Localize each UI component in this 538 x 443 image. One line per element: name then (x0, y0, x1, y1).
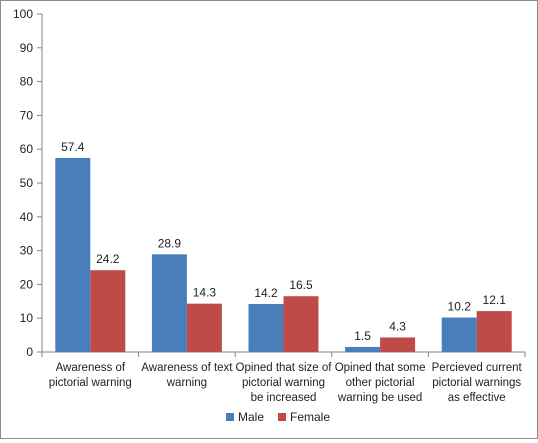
category-label-line: Percieved current (432, 362, 523, 374)
legend-label-male: Male (238, 410, 264, 424)
category-label-line: be increased (251, 392, 317, 404)
data-label-male-5: 10.2 (448, 300, 472, 314)
category-label-line: other pictorial (346, 377, 415, 389)
legend-swatch-male (226, 413, 234, 421)
y-tick-label: 0 (26, 345, 33, 359)
data-label-female-4: 4.3 (389, 319, 406, 333)
y-tick-label: 20 (20, 277, 34, 291)
category-label-line: warning (166, 377, 207, 389)
legend-label-female: Female (290, 410, 330, 424)
category-label-line: Awareness of text (141, 362, 233, 374)
data-label-male-2: 28.9 (158, 236, 182, 250)
data-label-male-4: 1.5 (354, 329, 371, 343)
y-tick-label: 80 (20, 75, 34, 89)
data-label-male-1: 57.4 (61, 140, 85, 154)
category-label-line: pictorial warning (242, 377, 325, 389)
category-label-line: pictorial warning (49, 377, 132, 389)
category-label-5: Percieved current pictorial warnings as ef… (432, 362, 523, 404)
bars (55, 157, 512, 352)
category-label-line: as effective (448, 392, 506, 404)
bar-male-1 (55, 157, 91, 352)
legend: Male Female (226, 410, 330, 424)
y-tick-label: 40 (20, 210, 34, 224)
data-label-female-1: 24.2 (96, 252, 120, 266)
axes: 0 10 20 30 40 50 60 70 80 90 100 (13, 7, 526, 359)
category-label-line: warning be used (337, 392, 422, 404)
data-label-female-5: 12.1 (483, 293, 507, 307)
bar-female-4 (380, 337, 416, 352)
y-tick-label: 70 (20, 108, 34, 122)
data-label-female-2: 14.3 (193, 286, 217, 300)
bar-male-5 (441, 317, 477, 352)
data-label-female-3: 16.5 (289, 278, 313, 292)
data-label-male-3: 14.2 (254, 286, 278, 300)
y-tick-label: 50 (20, 176, 34, 190)
category-label-line: Opined that size of (236, 362, 333, 374)
labels: 57.4 28.9 14.2 1.5 10.2 24.2 14.3 16.5 4.3 12.1 Aw… (49, 140, 523, 404)
category-label-3: Opined that size of pictorial warning be i… (236, 362, 333, 404)
y-tick-label: 100 (13, 7, 33, 21)
bar-female-5 (476, 311, 512, 352)
y-tick-label: 10 (20, 311, 34, 325)
bar-female-1 (90, 270, 126, 352)
category-label-line: Opined that some (335, 362, 426, 374)
category-label-4: Opined that some other pictorial warning b… (335, 362, 426, 404)
category-label-1: Awareness of pictorial warning (49, 362, 132, 389)
y-tick-label: 30 (20, 244, 34, 258)
category-label-2: Awareness of text warning (141, 362, 233, 389)
bar-female-2 (186, 303, 222, 352)
y-tick-label: 90 (20, 41, 34, 55)
category-label-line: pictorial warnings (432, 377, 521, 389)
legend-swatch-female (278, 413, 286, 421)
bar-female-3 (283, 296, 319, 352)
bar-male-2 (151, 254, 187, 352)
y-tick-label: 60 (20, 142, 34, 156)
category-label-line: Awareness of (56, 362, 126, 374)
bar-male-3 (248, 304, 284, 352)
bar-male-4 (345, 346, 381, 352)
